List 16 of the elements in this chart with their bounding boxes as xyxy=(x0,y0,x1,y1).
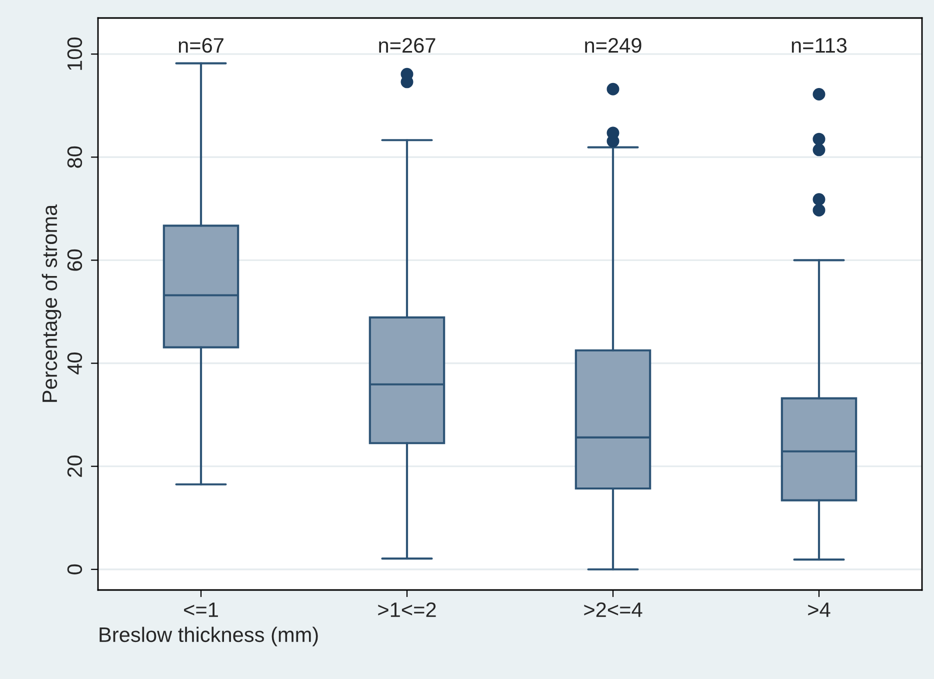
x-tick-label: <=1 xyxy=(184,602,218,617)
y-tick-label: 100 xyxy=(67,38,82,70)
y-tick-label: 40 xyxy=(67,352,82,374)
annotation: n=113 xyxy=(792,38,847,53)
y-tick-label: 60 xyxy=(67,249,82,271)
annotation: n=267 xyxy=(379,38,436,53)
annotation: n=249 xyxy=(585,38,642,53)
x-axis-title: Breslow thickness (mm) xyxy=(100,626,318,646)
x-tick-label: >4 xyxy=(808,602,830,617)
x-tick-label: >1<=2 xyxy=(378,602,436,617)
y-tick-label: 0 xyxy=(67,564,82,574)
y-axis-title: Percentage of stroma xyxy=(42,204,62,402)
x-tick-label: >2<=4 xyxy=(584,602,642,617)
y-tick-label: 80 xyxy=(67,146,82,168)
y-tick-label: 20 xyxy=(67,456,82,477)
annotation: n=67 xyxy=(178,38,224,53)
